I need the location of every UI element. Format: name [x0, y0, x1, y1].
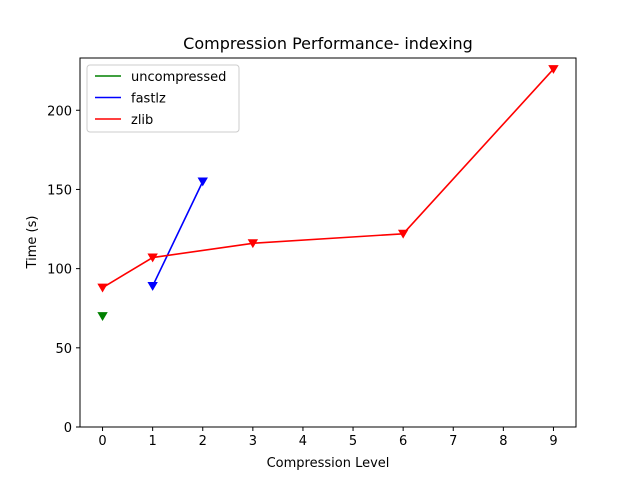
data-point-fastlz	[197, 177, 208, 187]
x-tick-label: 4	[299, 434, 307, 449]
legend-label-fastlz: fastlz	[131, 92, 166, 107]
x-tick-label: 2	[199, 434, 207, 449]
x-tick-label: 1	[149, 434, 157, 449]
data-point-uncompressed	[97, 312, 108, 321]
legend: uncompressed fastlz zlib	[86, 64, 240, 133]
x-tick-label: 7	[449, 434, 457, 449]
y-tick-label: 0	[64, 421, 72, 436]
x-tick-label: 0	[98, 434, 106, 449]
x-axis-label: Compression Level	[267, 456, 390, 471]
data-point-zlib	[147, 253, 158, 263]
legend-label-zlib: zlib	[131, 113, 153, 128]
series-line-fastlz	[151, 181, 204, 287]
data-point-zlib	[97, 283, 108, 293]
x-tick-label: 3	[249, 434, 257, 449]
x-axis-ticks: 0 1 2 3 4 5 6 7 8 9	[98, 427, 558, 449]
x-tick-label: 5	[349, 434, 357, 449]
y-axis-label: Time (s)	[25, 216, 40, 270]
plot-frame	[79, 57, 577, 428]
data-point-zlib	[247, 239, 259, 249]
data-point-zlib	[548, 65, 559, 74]
y-axis-ticks: 0 50 100 150 200	[47, 104, 80, 436]
x-tick-label: 6	[399, 434, 407, 449]
legend-box	[86, 64, 240, 133]
y-tick-label: 200	[47, 104, 72, 119]
legend-label-uncompressed: uncompressed	[131, 70, 226, 85]
plot-series	[97, 65, 559, 321]
chart-title: Compression Performance- indexing	[183, 34, 473, 53]
data-point-zlib	[397, 229, 409, 239]
y-tick-label: 150	[47, 183, 72, 198]
data-point-fastlz	[147, 282, 158, 291]
x-tick-label: 8	[499, 434, 507, 449]
y-tick-label: 50	[55, 342, 72, 357]
y-tick-label: 100	[47, 263, 72, 278]
x-tick-label: 9	[549, 434, 557, 449]
